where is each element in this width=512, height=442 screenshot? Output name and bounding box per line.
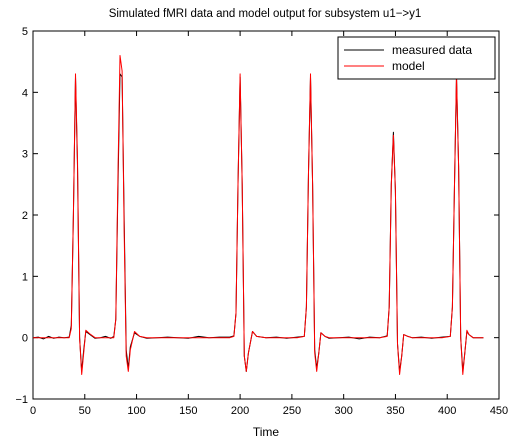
- legend-box: [337, 36, 496, 80]
- legend: measured data model: [337, 36, 496, 80]
- x-tick-label: 450: [490, 405, 508, 417]
- y-tick-label: 0: [22, 333, 28, 345]
- x-tick-label: 200: [231, 405, 249, 417]
- y-tick-label: 4: [22, 87, 28, 99]
- x-tick-label: 150: [179, 405, 197, 417]
- x-axis: 0 50 100 150 200 250 300 350 400 450: [30, 31, 508, 417]
- legend-label: model: [392, 59, 425, 73]
- x-tick-label: 300: [334, 405, 352, 417]
- x-tick-label: 350: [386, 405, 404, 417]
- y-tick-label: −1: [15, 394, 28, 406]
- series-line-model: [33, 55, 484, 375]
- x-tick-label: 50: [79, 405, 91, 417]
- y-tick-label: 1: [22, 271, 28, 283]
- y-axis: −1 0 1 2 3 4 5: [15, 26, 499, 406]
- y-tick-label: 5: [22, 26, 28, 38]
- x-tick-label: 250: [283, 405, 301, 417]
- x-tick-label: 100: [127, 405, 145, 417]
- plot-area: [32, 30, 500, 400]
- y-tick-label: 3: [22, 149, 28, 161]
- x-tick-label: 400: [438, 405, 456, 417]
- legend-label: measured data: [392, 43, 472, 57]
- x-tick-label: 0: [30, 405, 36, 417]
- x-axis-label: Time: [253, 425, 280, 439]
- chart-title: Simulated fMRI data and model output for…: [109, 8, 422, 20]
- y-tick-label: 2: [22, 210, 28, 222]
- plot-lines: [32, 55, 484, 375]
